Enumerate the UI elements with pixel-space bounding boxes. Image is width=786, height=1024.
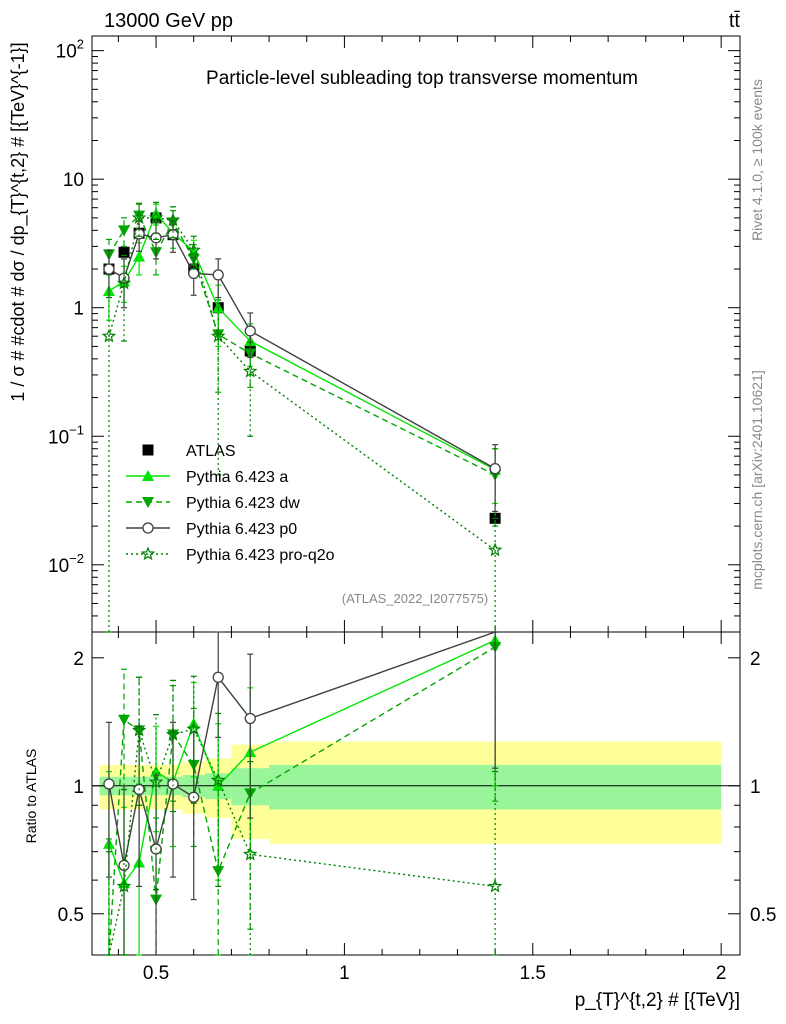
series-line-q2o [108, 217, 496, 551]
series-a [102, 203, 502, 505]
legend-marker [142, 470, 154, 481]
series-line-p0 [108, 233, 496, 470]
legend-marker [142, 497, 154, 508]
data-point [133, 250, 146, 262]
ratio-y-tick-label: 1 [73, 777, 84, 798]
y-tick-label: 10−1 [48, 422, 84, 448]
data-point [103, 263, 115, 275]
data-point [118, 225, 131, 237]
legend-label: ATLAS [186, 443, 236, 460]
analysis-label: (ATLAS_2022_I2077575) [342, 591, 488, 606]
ratio-y-axis-label: Ratio to ATLAS [23, 749, 39, 844]
legend-marker [142, 444, 154, 456]
data-point [210, 328, 226, 343]
ratio-y-tick-label-right: 1 [750, 777, 761, 798]
data-point [103, 778, 115, 790]
legend-label: Pythia 6.423 a [186, 469, 288, 486]
data-point [489, 462, 501, 475]
ratio-y-tick-label-right: 2 [750, 649, 761, 670]
site-label: mcplots.cern.ch [arXiv:2401.10621] [749, 370, 765, 589]
series-dw [102, 202, 502, 527]
x-tick-label: 2 [716, 963, 727, 984]
series-line-q2o [108, 728, 496, 956]
data-point [188, 267, 200, 280]
data-point [212, 866, 225, 878]
plot-layer: 0.5 1 1.5 2 10−2 10−1 1 10 102 0.5 0.5 1 1 2 2 ATLAS Pyt… [48, 35, 776, 984]
data-point [116, 878, 132, 893]
header-final-state: tt̄ [729, 10, 741, 32]
y-axis-label: 1 / σ # #cdot # dσ / dp_{T}^{t,2} # [{Te… [8, 42, 29, 401]
ratio-y-tick-label: 0.5 [58, 905, 84, 926]
legend-label: Pythia 6.423 pro-q2o [186, 547, 335, 564]
data-point [212, 269, 224, 281]
data-point [186, 721, 201, 736]
series-q2o [101, 201, 503, 633]
data-point [244, 325, 256, 337]
data-point [186, 242, 201, 257]
y-tick-label: 10−2 [48, 551, 84, 577]
y-tick-label: 1 [73, 299, 84, 320]
data-point [242, 846, 258, 861]
legend-label: Pythia 6.423 p0 [186, 521, 297, 538]
chart-title: Particle-level subleading top transverse… [206, 68, 638, 89]
series-line-a [108, 212, 496, 471]
data-point [210, 772, 226, 787]
ratio-y-tick-label: 2 [73, 649, 84, 670]
rivet-label: Rivet 4.1.0, ≥ 100k events [749, 79, 765, 241]
data-point [165, 726, 181, 741]
series-p0 [103, 220, 501, 513]
data-point [131, 210, 147, 225]
main-plot-frame [91, 35, 741, 633]
data-point [487, 878, 503, 893]
ratio-plot-frame [91, 631, 741, 956]
ratio-y-tick-label-right: 0.5 [750, 905, 776, 926]
legend: ATLAS Pythia 6.423 a Pythia 6.423 dw Pythia… [126, 443, 335, 564]
data-point [167, 229, 179, 241]
legend-marker [140, 546, 156, 561]
data-point [116, 275, 132, 290]
data-point [487, 542, 503, 557]
data-point [101, 328, 117, 343]
data-point [118, 246, 130, 258]
data-point [212, 671, 224, 683]
y-tick-label: 10 [63, 170, 84, 191]
ratio-series-q2o [105, 675, 503, 956]
y-tick-label: 102 [56, 37, 84, 63]
data-point [131, 722, 147, 737]
x-tick-label: 1 [339, 963, 350, 984]
data-point [118, 859, 130, 871]
x-axis-label: p_{T}^{t,2} # [{TeV}] [575, 990, 740, 1011]
data-point [167, 778, 179, 790]
data-point [242, 363, 258, 378]
data-point [148, 774, 164, 789]
legend-label: Pythia 6.423 dw [186, 495, 300, 512]
legend-marker [142, 522, 154, 534]
x-tick-label: 0.5 [143, 963, 169, 984]
data-point [244, 712, 256, 725]
header-process: 13000 GeV pp [104, 10, 233, 32]
x-tick-label: 1.5 [520, 963, 546, 984]
data-point [165, 212, 181, 227]
data-point [148, 210, 164, 225]
data-point [118, 714, 131, 726]
